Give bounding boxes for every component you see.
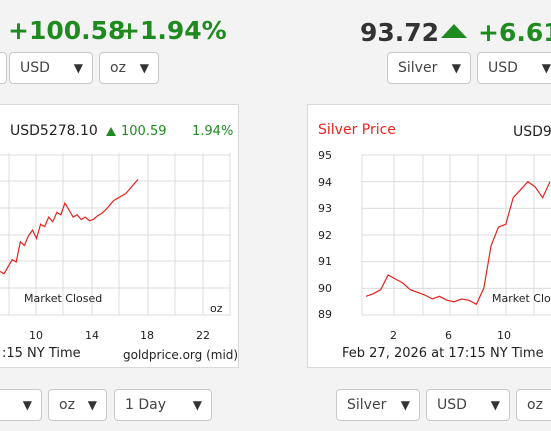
gold-chart-percent: 1.94% <box>192 124 234 139</box>
gold-unit-label: oz <box>210 302 223 315</box>
gold-currency-value: USD <box>20 60 50 76</box>
silver-currency-select[interactable]: USD ▼ <box>477 52 551 84</box>
chevron-down-icon: ▼ <box>73 61 83 75</box>
gold-unit-value: oz <box>110 60 126 76</box>
silver-y-tick: 90 <box>318 282 332 295</box>
gold-change-percent: +1.94% <box>119 16 227 45</box>
bottom-currency-select[interactable]: USD ▼ <box>426 389 510 421</box>
silver-y-tick: 93 <box>318 202 332 215</box>
silver-chart-card <box>307 104 551 368</box>
gold-currency-select[interactable]: USD ▼ <box>9 52 93 84</box>
silver-timestamp: Feb 27, 2026 at 17:15 NY Time <box>342 346 544 361</box>
bottom-right-unit-select[interactable]: oz <box>516 389 551 421</box>
silver-price: 93.72 <box>360 18 440 47</box>
gold-change: +100.58 <box>8 16 126 45</box>
chevron-down-icon: ▼ <box>400 398 410 412</box>
silver-x-tick: 2 <box>390 329 397 342</box>
silver-x-tick: 6 <box>445 329 452 342</box>
silver-y-tick: 94 <box>318 176 332 189</box>
gold-x-tick: 10 <box>29 329 43 342</box>
bottom-metal-value: Silver <box>347 397 387 413</box>
gold-price-chart <box>0 153 231 316</box>
gold-partial-select[interactable] <box>0 52 7 84</box>
gold-x-tick: 22 <box>196 329 210 342</box>
gold-source: goldprice.org (mid) <box>123 348 239 362</box>
triangle-up-icon <box>106 127 116 136</box>
silver-chart-price: USD9 <box>513 124 551 140</box>
silver-y-tick: 89 <box>318 308 332 321</box>
silver-chart-title: Silver Price <box>318 122 396 138</box>
chevron-down-icon: ▼ <box>541 61 551 75</box>
gold-timestamp: :15 NY Time <box>2 346 81 361</box>
chevron-down-icon: ▼ <box>490 398 500 412</box>
bottom-range-value: 1 Day <box>125 397 167 413</box>
gold-price-line <box>0 179 139 275</box>
silver-metal-value: Silver <box>398 60 438 76</box>
gold-unit-select[interactable]: oz ▼ <box>99 52 159 84</box>
bottom-unit-select[interactable]: oz ▼ <box>48 389 107 421</box>
bottom-metal-select[interactable]: Silver ▼ <box>336 389 420 421</box>
silver-y-tick: 95 <box>318 149 332 162</box>
gold-market-status: Market Closed <box>24 292 103 305</box>
silver-y-tick: 92 <box>318 229 332 242</box>
silver-price-chart <box>361 154 551 316</box>
bottom-right-unit-value: oz <box>527 397 543 413</box>
gold-chart-change: 100.59 <box>121 124 167 139</box>
chevron-down-icon: ▼ <box>22 398 32 412</box>
bottom-currency-value: USD <box>437 397 467 413</box>
silver-market-status: Market Clo <box>492 292 551 305</box>
silver-change: +6.61 <box>478 18 551 47</box>
bottom-range-select[interactable]: 1 Day ▼ <box>114 389 212 421</box>
gold-x-tick: 18 <box>140 329 154 342</box>
silver-metal-select[interactable]: Silver ▼ <box>387 52 471 84</box>
bottom-unit-value: oz <box>59 397 75 413</box>
triangle-up-icon <box>441 24 467 38</box>
silver-y-tick: 91 <box>318 255 332 268</box>
gold-x-tick: 14 <box>85 329 99 342</box>
silver-price-line <box>365 180 551 306</box>
chevron-down-icon: ▼ <box>139 61 149 75</box>
silver-x-tick: 10 <box>497 329 511 342</box>
chevron-down-icon: ▼ <box>192 398 202 412</box>
gold-chart-price: USD5278.10 <box>10 123 98 139</box>
silver-currency-value: USD <box>488 60 518 76</box>
bottom-left-partial-select[interactable]: ▼ <box>0 389 42 421</box>
chevron-down-icon: ▼ <box>451 61 461 75</box>
chevron-down-icon: ▼ <box>87 398 97 412</box>
